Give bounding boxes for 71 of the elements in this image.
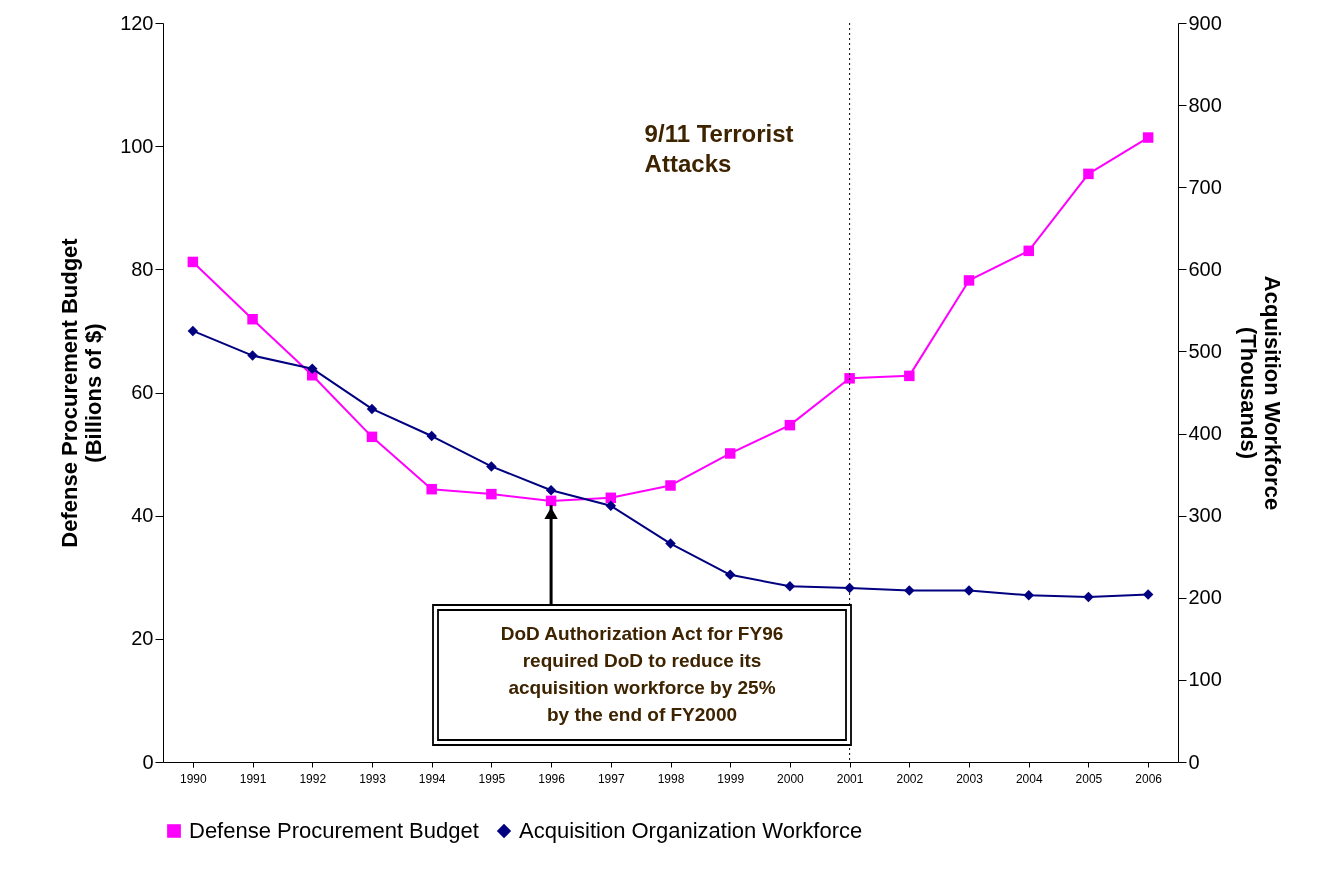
point (1083, 591, 1094, 603)
point (247, 350, 258, 361)
point (904, 585, 915, 596)
y-tick-label: 100 (120, 134, 154, 157)
x-tick-label: 1998 (657, 771, 685, 786)
x-tick-label: 2005 (1075, 771, 1103, 786)
point (486, 461, 497, 472)
point (366, 431, 378, 443)
x-tick-label: 2004 (1015, 771, 1043, 786)
point (1142, 589, 1154, 600)
y-tick-label: 60 (131, 381, 154, 403)
y2-tick-label: 700 (1188, 175, 1222, 198)
y-tick-label: 80 (131, 257, 154, 280)
point (1023, 590, 1034, 601)
point (187, 256, 199, 268)
x-tick-label: 1991 (239, 771, 267, 786)
ref-line-label: 9/11 Terrorist Attacks (644, 120, 794, 177)
x-tick-label: 2000 (777, 771, 805, 786)
y-axis-title: Defense Procurement Budget (Billions of $) (57, 237, 107, 548)
point (486, 488, 497, 500)
point (665, 480, 676, 491)
point (784, 419, 796, 431)
y2-tick-label: 900 (1188, 11, 1222, 34)
y-tick-label: 0 (142, 750, 154, 773)
x-tick-label: 1994 (418, 771, 446, 786)
x-tick-label: 1990 (180, 771, 208, 786)
point (724, 448, 736, 459)
point (665, 538, 676, 549)
x-tick-label: 1999 (717, 771, 745, 786)
point (187, 325, 199, 337)
y2-tick-label: 300 (1188, 504, 1222, 527)
point (307, 363, 318, 374)
point (1023, 245, 1034, 257)
point (844, 373, 855, 384)
x-tick-label: 2002 (896, 771, 924, 786)
y-tick-label: 120 (120, 11, 154, 34)
legend-label: Defense Procurement Budget (189, 818, 479, 843)
point (247, 313, 258, 325)
x-tick-label: 1996 (538, 771, 566, 786)
point (426, 430, 437, 442)
annotation: DoD Authorization Act for FY96 required DoD to reduce its acquisition workforce by 25% by the end of FY2000 (500, 623, 784, 725)
point (784, 581, 796, 592)
point (426, 483, 437, 495)
y-tick-label: 40 (131, 504, 154, 527)
point (605, 500, 617, 512)
y2-tick-label: 400 (1188, 422, 1222, 445)
x-tick-label: 2006 (1135, 771, 1163, 786)
y-tick-label: 20 (131, 627, 154, 650)
x-tick-label: 1997 (597, 771, 625, 786)
x-tick-label: 2001 (836, 771, 864, 786)
x-tick-label: 2003 (956, 771, 984, 786)
legend-label: Acquisition Organization Workforce (519, 818, 863, 843)
point (963, 275, 975, 286)
y2-tick-label: 600 (1188, 257, 1222, 280)
point (904, 370, 915, 382)
point (724, 569, 736, 581)
y2-tick-label: 100 (1188, 668, 1222, 691)
point (366, 403, 378, 415)
y2-tick-label: 800 (1188, 93, 1222, 116)
point (1083, 168, 1094, 180)
x-tick-label: 1993 (359, 771, 387, 786)
y2-tick-label: 500 (1188, 339, 1222, 362)
y2-tick-label: 0 (1188, 750, 1200, 773)
point (963, 585, 975, 596)
point (844, 582, 855, 594)
x-tick-label: 1995 (478, 771, 506, 786)
point (545, 484, 557, 496)
y2-tick-label: 200 (1188, 586, 1222, 609)
x-tick-label: 1992 (299, 771, 327, 786)
y2-axis-title: Acquisition Workforce (Thousands) (1235, 275, 1285, 511)
point (1142, 132, 1154, 143)
